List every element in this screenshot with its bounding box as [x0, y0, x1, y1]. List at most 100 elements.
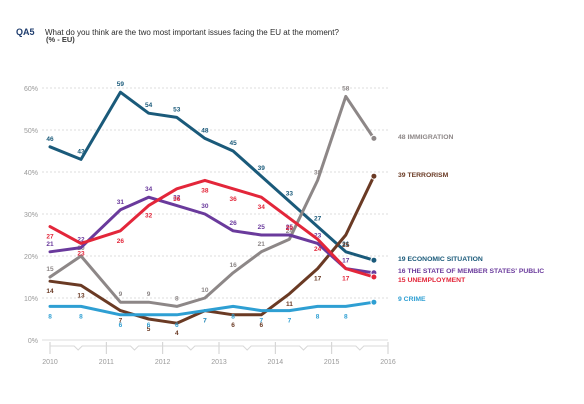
- series-end-marker: [370, 172, 378, 180]
- data-label: 9: [147, 291, 151, 298]
- series-line-crime: [48, 300, 376, 317]
- data-label: 17: [342, 276, 350, 283]
- data-label: 45: [229, 140, 237, 147]
- data-label: 6: [175, 322, 179, 329]
- data-label: 26: [117, 238, 125, 245]
- data-label: 31: [117, 199, 125, 206]
- series-end-label: 9 CRIME: [398, 296, 426, 303]
- data-label: 15: [46, 266, 54, 273]
- data-label: 11: [286, 301, 293, 308]
- y-tick-label: 60%: [24, 86, 38, 93]
- data-label: 58: [342, 85, 350, 92]
- data-label: 22: [77, 237, 85, 244]
- data-label: 13: [77, 292, 85, 299]
- data-label: 17: [314, 276, 322, 283]
- data-label: 53: [173, 106, 181, 113]
- data-label: 43: [77, 148, 85, 155]
- x-tick-label: 2015: [324, 359, 340, 366]
- x-tick-label: 2014: [268, 359, 284, 366]
- x-axis-brace: [162, 345, 219, 351]
- x-tick-label: 2010: [42, 359, 58, 366]
- data-label: 36: [229, 196, 237, 203]
- chart-header: QA5 What do you think are the two most i…: [16, 22, 574, 40]
- x-axis-brace: [275, 345, 332, 351]
- data-label: 7: [203, 318, 207, 325]
- data-label: 26: [229, 220, 237, 227]
- data-label: 9: [119, 291, 123, 298]
- data-label: 8: [79, 313, 83, 320]
- y-tick-label: 20%: [24, 254, 38, 261]
- series-line-unemployment: [48, 178, 376, 279]
- x-axis-brace: [50, 345, 107, 351]
- data-label: 38: [314, 169, 322, 176]
- chart-subtitle: (% - EU): [46, 35, 75, 44]
- data-label: 23: [314, 232, 322, 239]
- series-line-immigration: [48, 94, 376, 308]
- data-label: 8: [175, 295, 179, 302]
- data-label: 32: [173, 195, 181, 202]
- data-label: 8: [48, 313, 52, 320]
- series-end-marker: [370, 273, 378, 281]
- data-label: 29: [286, 225, 294, 232]
- data-label: 21: [258, 241, 266, 248]
- data-label: 34: [145, 186, 153, 193]
- y-tick-label: 50%: [24, 128, 38, 135]
- data-label: 48: [201, 127, 209, 134]
- series-line-terrorism: [48, 174, 376, 325]
- data-label: 30: [201, 203, 209, 210]
- series-end-label: 16 THE STATE OF MEMBER STATES' PUBLIC: [398, 268, 544, 275]
- data-label: 7: [203, 318, 207, 325]
- data-label: 39: [258, 165, 266, 172]
- series-end-marker: [370, 256, 378, 264]
- data-label: 6: [231, 322, 235, 329]
- x-tick-label: 2012: [155, 359, 171, 366]
- series-end-label: 48 IMMIGRATION: [398, 134, 453, 141]
- x-tick-label: 2011: [99, 359, 114, 366]
- series-end-label: 19 ECONOMIC SITUATION: [398, 256, 483, 263]
- x-tick-label: 2013: [211, 359, 227, 366]
- question-id: QA5: [16, 27, 35, 37]
- data-label: 8: [231, 313, 235, 320]
- x-axis-brace: [106, 345, 163, 351]
- series-end-label: 15 UNEMPLOYMENT: [398, 277, 466, 284]
- y-tick-label: 10%: [24, 296, 38, 303]
- data-label: 38: [201, 187, 209, 194]
- data-label: 59: [117, 81, 125, 88]
- data-label: 34: [258, 204, 266, 211]
- series-line-state-public-finances: [48, 195, 376, 275]
- data-label: 21: [46, 241, 54, 248]
- data-label: 33: [286, 190, 294, 197]
- question-text: What do you think are the two most impor…: [44, 28, 339, 37]
- data-label: 14: [46, 288, 54, 295]
- y-tick-label: 40%: [24, 170, 38, 177]
- data-label: 6: [259, 322, 263, 329]
- data-label: 6: [119, 322, 123, 329]
- data-label: 24: [286, 228, 294, 235]
- data-label: 54: [145, 102, 153, 109]
- data-label: 25: [258, 224, 266, 231]
- y-tick-label: 30%: [24, 212, 38, 219]
- data-label: 8: [316, 313, 320, 320]
- data-label: 7: [119, 318, 123, 325]
- data-label: 4: [175, 330, 179, 337]
- x-axis-brace: [331, 345, 388, 351]
- data-label: 21: [342, 241, 350, 248]
- data-label: 32: [145, 213, 153, 220]
- data-label: 10: [201, 287, 209, 294]
- data-label: 36: [173, 196, 181, 203]
- data-label: 8: [344, 313, 348, 320]
- series-end-marker: [370, 134, 378, 142]
- data-label: 25: [286, 224, 294, 231]
- data-label: 23: [77, 250, 85, 257]
- data-label: 6: [147, 322, 151, 329]
- x-axis-brace: [219, 345, 276, 351]
- data-label: 25: [342, 242, 350, 249]
- series-line-economic-situation: [48, 90, 376, 262]
- data-label: 7: [259, 318, 263, 325]
- data-label: 5: [147, 326, 151, 333]
- data-label: 16: [229, 262, 237, 269]
- series-end-marker: [370, 298, 378, 306]
- x-tick-label: 2016: [380, 359, 396, 366]
